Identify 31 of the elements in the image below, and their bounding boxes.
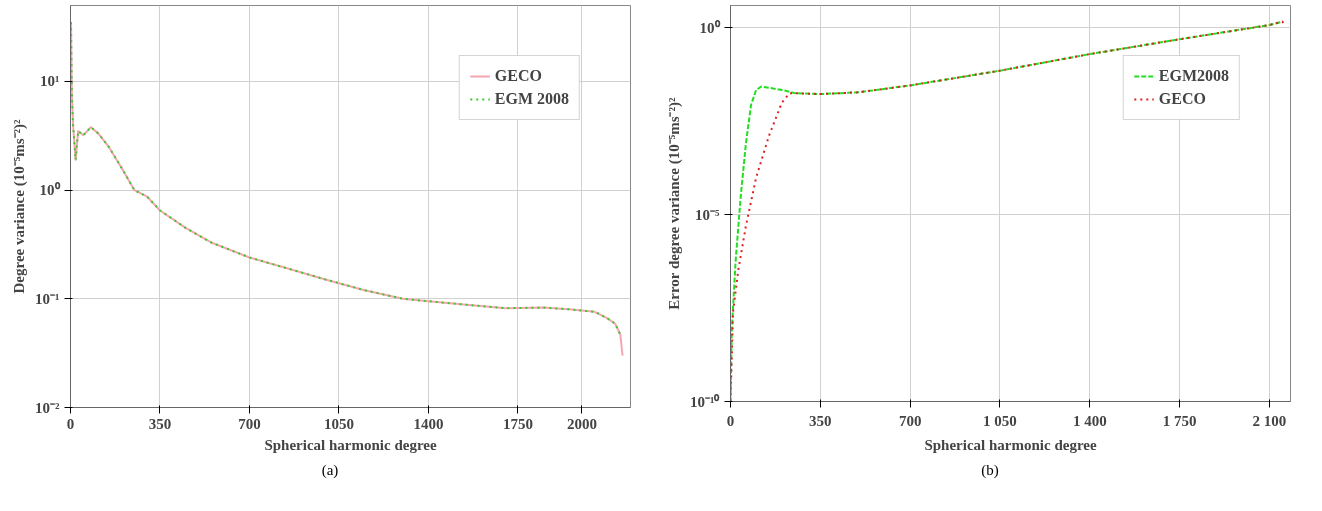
- x-tick-label: 350: [148, 415, 172, 432]
- text: (a): [321, 461, 339, 480]
- y-tick-label: 10⁻¹: [35, 290, 60, 307]
- x-tick-label: 1 400: [1072, 412, 1107, 429]
- y-tick-label: 10⁻¹⁰: [690, 392, 721, 410]
- x-tick-label: 1 750: [1162, 412, 1197, 429]
- x-tick-label: 350: [809, 412, 832, 429]
- y-axis-title: Degree variance (10⁻⁵ms⁻²)²: [11, 119, 28, 294]
- y-tick-label: 10⁰: [39, 181, 61, 199]
- y-tick-label: 10⁰: [699, 18, 721, 36]
- legend-label: EGM2008: [1158, 67, 1229, 85]
- x-tick-label: 0: [726, 412, 735, 429]
- x-tick-label: 1 050: [983, 412, 1017, 429]
- x-tick-label: 1400: [413, 415, 444, 432]
- text: (b): [981, 461, 999, 480]
- x-axis-title: Spherical harmonic degree: [924, 436, 1097, 453]
- y-tick-label: 10⁻⁵: [695, 206, 720, 223]
- x-tick-label: 700: [238, 415, 261, 432]
- legend-label: EGM 2008: [494, 90, 569, 108]
- y-tick-label: 10¹: [40, 73, 60, 90]
- x-tick-label: 1750: [502, 415, 533, 432]
- x-tick-label: 1050: [323, 415, 354, 432]
- legend-label: GECO: [494, 67, 542, 85]
- x-tick-label: 0: [66, 415, 75, 432]
- x-tick-label: 2 100: [1252, 412, 1287, 429]
- legend-label: GECO: [1158, 90, 1206, 108]
- y-tick-label: 10⁻²: [35, 399, 60, 416]
- y-axis-title: Error degree variance (10⁻⁵ms⁻²)²: [666, 97, 683, 310]
- x-axis-title: Spherical harmonic degree: [264, 436, 437, 453]
- x-tick-label: 2000: [566, 415, 597, 432]
- x-tick-label: 700: [898, 412, 922, 429]
